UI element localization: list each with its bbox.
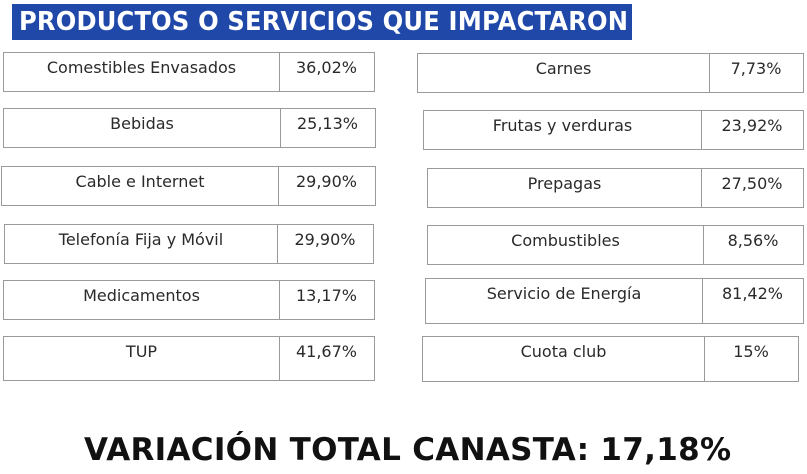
list-item: Frutas y verduras 23,92%	[423, 110, 804, 150]
item-value: 29,90%	[295, 172, 357, 191]
item-value: 13,17%	[295, 286, 357, 305]
header-banner: PRODUCTOS O SERVICIOS QUE IMPACTARON	[12, 4, 632, 40]
item-name: Cuota club	[423, 337, 705, 381]
item-value: 29,90%	[294, 230, 356, 249]
list-item: Bebidas 25,13%	[3, 108, 376, 148]
item-name: Carnes	[418, 54, 710, 92]
item-value: 25,13%	[296, 114, 358, 133]
item-name: Telefonía Fija y Móvil	[5, 225, 278, 263]
total-variation: VARIACIÓN TOTAL CANASTA: 17,18%	[84, 432, 732, 468]
list-item: Cuota club 15%	[422, 336, 799, 382]
list-item: Carnes 7,73%	[417, 53, 804, 93]
item-name: Cable e Internet	[2, 167, 279, 205]
list-item: Combustibles 8,56%	[427, 225, 804, 265]
list-item: Prepagas 27,50%	[427, 168, 804, 208]
list-item: TUP 41,67%	[3, 336, 375, 381]
item-name: Bebidas	[4, 109, 281, 147]
item-value: 81,42%	[721, 284, 783, 303]
list-item: Medicamentos 13,17%	[3, 280, 375, 320]
list-item: Comestibles Envasados 36,02%	[3, 52, 375, 92]
item-value: 23,92%	[721, 116, 783, 135]
list-item: Cable e Internet 29,90%	[1, 166, 376, 206]
item-name: Comestibles Envasados	[4, 53, 280, 91]
item-name: Servicio de Energía	[426, 279, 703, 323]
item-name: Prepagas	[428, 169, 702, 207]
item-name: Combustibles	[428, 226, 704, 264]
item-value: 15%	[733, 342, 769, 361]
list-item: Servicio de Energía 81,42%	[425, 278, 804, 324]
item-name: Frutas y verduras	[424, 111, 702, 149]
item-value: 27,50%	[721, 174, 783, 193]
item-value: 8,56%	[727, 231, 779, 250]
item-name: Medicamentos	[4, 281, 280, 319]
item-value: 36,02%	[295, 58, 357, 77]
list-item: Telefonía Fija y Móvil 29,90%	[4, 224, 374, 264]
item-name: TUP	[4, 337, 280, 380]
page-title: PRODUCTOS O SERVICIOS QUE IMPACTARON	[19, 7, 629, 37]
item-value: 41,67%	[295, 342, 357, 361]
item-value: 7,73%	[730, 59, 782, 78]
